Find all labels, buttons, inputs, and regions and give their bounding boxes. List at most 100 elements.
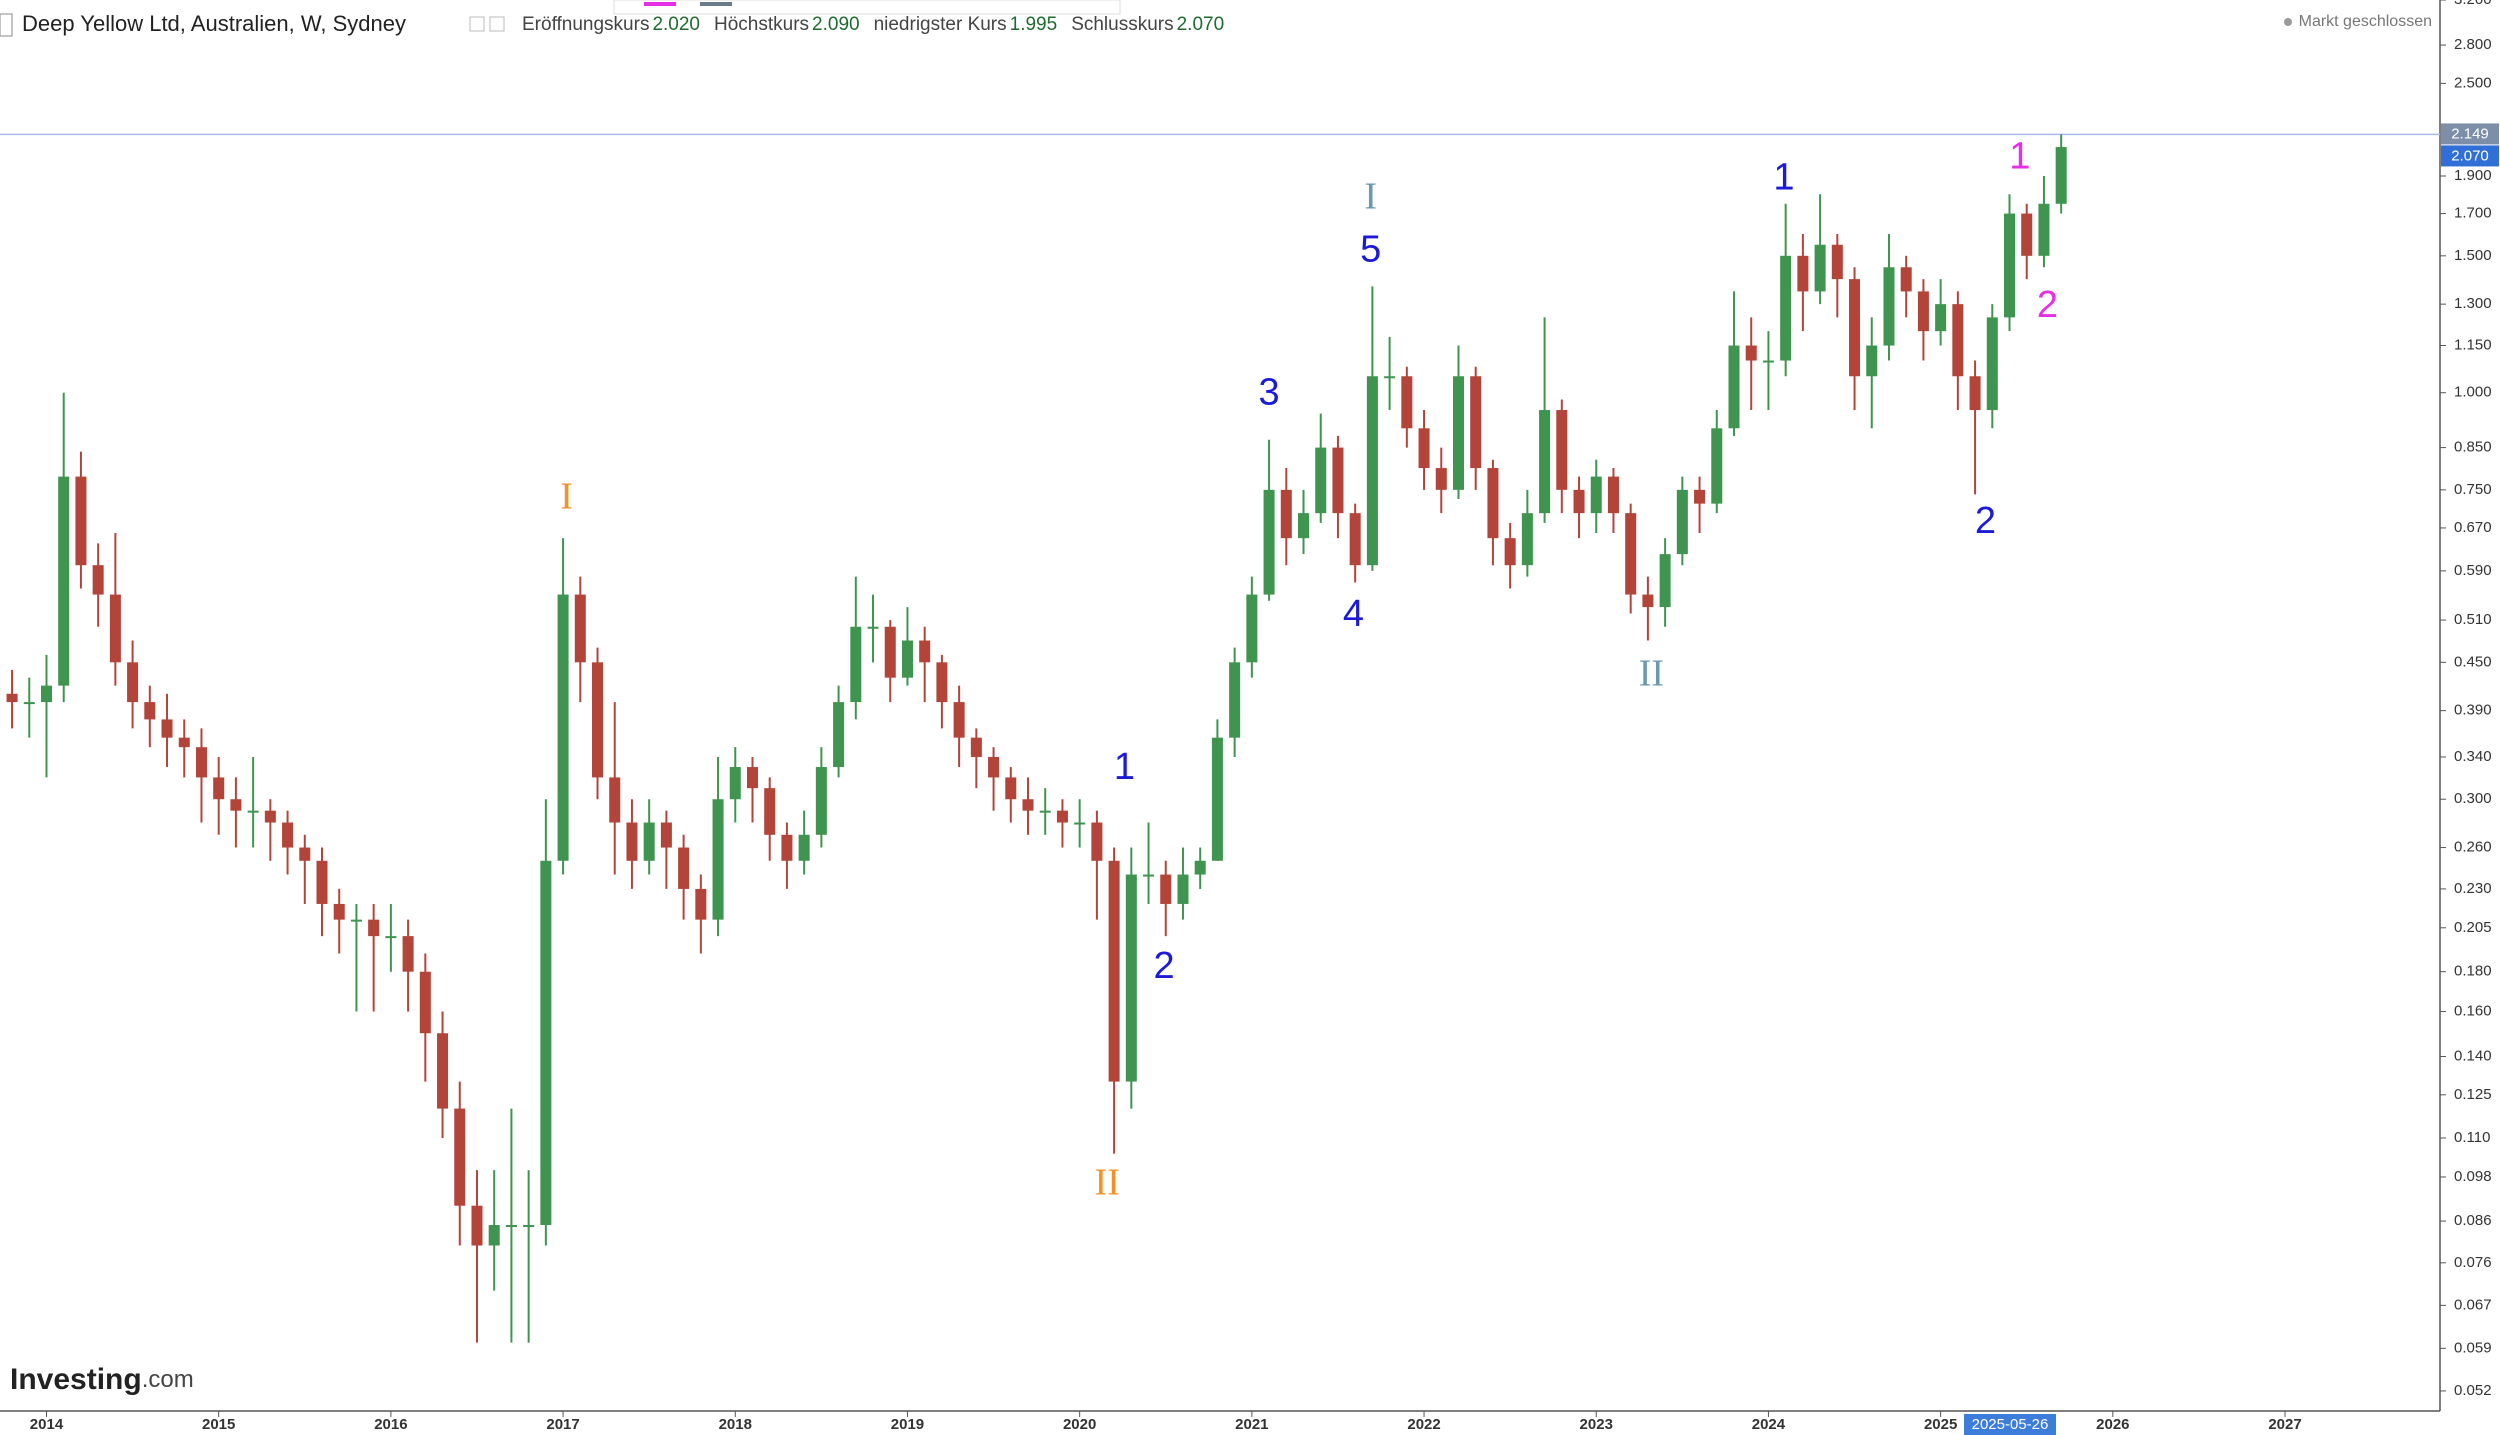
candle-body: [1108, 860, 1120, 1082]
candle-body: [1229, 662, 1241, 738]
candle-body: [1143, 874, 1155, 877]
candle-body: [1900, 267, 1912, 292]
y-tick-label: 0.850: [2454, 439, 2492, 456]
y-tick-label: 0.390: [2454, 702, 2492, 719]
candle-body: [299, 847, 311, 861]
y-tick-label: 0.140: [2454, 1048, 2492, 1065]
last-price-label: 2.070: [2451, 147, 2489, 164]
y-tick-label: 2.800: [2454, 36, 2492, 53]
price-line-label: 2.149: [2451, 125, 2489, 142]
candle-body: [815, 767, 827, 835]
y-tick-label: 1.300: [2454, 295, 2492, 312]
status-dot: [2284, 18, 2292, 26]
ohlc-label: Höchstkurs: [714, 14, 809, 35]
x-tick-label: 2021: [1235, 1416, 1268, 1433]
y-tick-label: 0.750: [2454, 481, 2492, 498]
candle-body: [178, 737, 190, 748]
candle-body: [678, 847, 690, 889]
candle-body: [574, 594, 586, 663]
candle-body: [833, 702, 845, 768]
y-tick-label: 0.260: [2454, 839, 2492, 856]
candle-body: [1452, 376, 1464, 490]
x-tick-label: 2017: [546, 1416, 579, 1433]
y-tick-label: 2.500: [2454, 74, 2492, 91]
candle-body: [127, 662, 139, 703]
collapse-icon[interactable]: [0, 13, 13, 37]
x-tick-label: 2025: [1924, 1416, 1957, 1433]
wave-label: 2: [1153, 945, 1174, 987]
candle-body: [1917, 291, 1929, 332]
y-tick-label: 0.076: [2454, 1254, 2492, 1271]
candle-body: [350, 919, 362, 922]
candle-body: [557, 594, 569, 861]
candle-body: [1177, 874, 1189, 904]
candle-body: [1384, 376, 1396, 379]
candle-body: [161, 719, 173, 738]
candle-body: [419, 971, 431, 1034]
candle-body: [1280, 489, 1292, 539]
candle-body: [712, 799, 724, 920]
y-tick-label: 0.067: [2454, 1296, 2492, 1313]
candle-body: [764, 788, 776, 835]
x-tick-label: 2024: [1752, 1416, 1786, 1433]
candle-body: [1642, 594, 1654, 608]
wave-label: 3: [1259, 371, 1280, 413]
candle-body: [1349, 513, 1361, 566]
candle-body: [1022, 799, 1034, 811]
candle-body: [953, 702, 965, 738]
candle-body: [1211, 737, 1223, 861]
candle-body: [1315, 447, 1327, 514]
candle-body: [695, 888, 707, 920]
cursor-date-box: [1964, 1414, 2056, 1435]
candle-body: [1607, 476, 1619, 514]
candle-body: [1831, 244, 1843, 280]
candle-body: [1625, 513, 1637, 595]
candle-body: [1125, 874, 1137, 1082]
y-tick-label: 0.510: [2454, 611, 2492, 628]
candle-body: [316, 860, 328, 904]
toolbar-tab[interactable]: [613, 0, 1121, 15]
candle-body: [970, 737, 982, 757]
y-tick-label: 0.180: [2454, 963, 2492, 980]
logo-name: Investing: [10, 1363, 142, 1396]
candle-body: [144, 702, 156, 720]
candle-body: [1745, 345, 1757, 361]
y-tick-label: 0.086: [2454, 1212, 2492, 1229]
wave-label: 2: [2037, 284, 2058, 326]
x-tick-label: 2020: [1063, 1416, 1096, 1433]
candle-body: [1659, 554, 1671, 608]
x-tick-label: 2019: [891, 1416, 924, 1433]
wave-label: I: [1364, 176, 1377, 218]
ohlc-value: 2.090: [812, 14, 860, 35]
candle-body: [1039, 810, 1051, 813]
ohlc-value: 1.995: [1010, 14, 1058, 35]
candle-body: [1780, 255, 1792, 361]
y-tick-label: 3.200: [2454, 0, 2492, 8]
candle-body: [1401, 376, 1413, 429]
candle-body: [884, 626, 896, 678]
candle-body: [471, 1205, 483, 1246]
candle-body: [1556, 410, 1568, 490]
wave-label: 1: [1114, 746, 1135, 788]
candle-body: [1263, 489, 1275, 595]
candle-body: [488, 1225, 500, 1246]
candle-body: [1728, 345, 1740, 429]
candle-body: [1418, 428, 1430, 469]
candle-body: [1590, 476, 1602, 514]
x-tick-label: 2026: [2096, 1416, 2129, 1433]
candle-body: [437, 1033, 449, 1109]
candle-body: [264, 810, 276, 823]
candle-body: [2038, 203, 2050, 256]
y-tick-label: 0.160: [2454, 1002, 2492, 1019]
candle-body: [540, 860, 552, 1226]
y-tick-label: 1.500: [2454, 247, 2492, 264]
candle-body: [901, 640, 913, 678]
candle-body: [1849, 279, 1861, 377]
price-line-box: [2441, 123, 2499, 145]
candle-body: [282, 822, 294, 848]
candle-body: [1986, 317, 1998, 411]
logo-suffix: .com: [142, 1366, 194, 1393]
